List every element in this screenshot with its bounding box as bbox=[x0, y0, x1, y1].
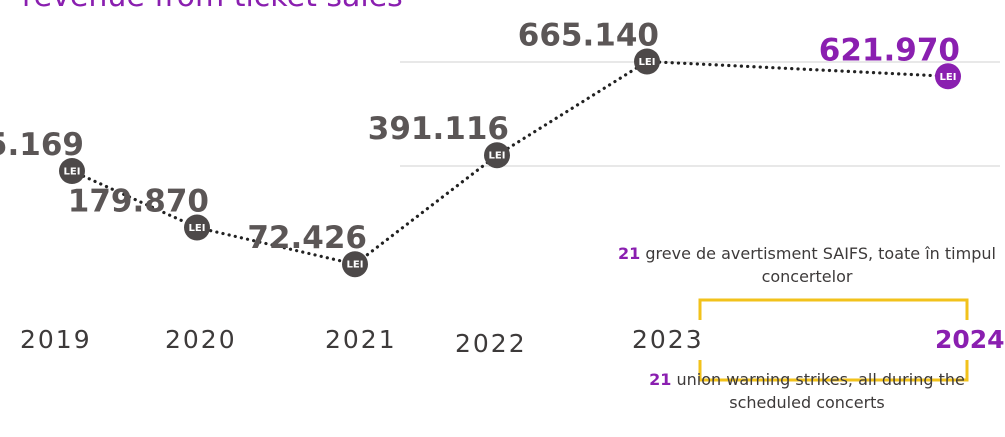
value-label-2020: 179.870 bbox=[68, 184, 209, 220]
marker-badge-2022: LEI bbox=[489, 151, 506, 162]
strikes-count-en: 21 bbox=[649, 370, 672, 389]
marker-2022 bbox=[484, 142, 510, 169]
value-label-2022: 391.116 bbox=[368, 111, 509, 147]
marker-2023 bbox=[634, 48, 660, 75]
year-label-2019: 2019 bbox=[20, 325, 92, 354]
data-marks: LEI 345.169 LEI 179.870 LEI 72.426 LEI 391.116 L… bbox=[0, 18, 961, 278]
marker-2021 bbox=[342, 251, 368, 278]
value-label-2024: 621.970 bbox=[819, 32, 960, 68]
value-label-2023: 665.140 bbox=[518, 18, 659, 54]
marker-badge-2023: LEI bbox=[639, 57, 656, 68]
strikes-text-ro: greve de avertisment SAIFS, toate în tim… bbox=[640, 244, 996, 287]
value-label-2019: 345.169 bbox=[0, 127, 84, 163]
marker-badge-2019: LEI bbox=[64, 167, 81, 178]
marker-badge-2020: LEI bbox=[189, 223, 206, 234]
year-label-2024: 2024 bbox=[935, 325, 1005, 354]
strike-period-bracket bbox=[698, 298, 969, 382]
year-label-2020: 2020 bbox=[165, 325, 237, 354]
strikes-note-romanian: 21 greve de avertisment SAIFS, toate în … bbox=[612, 242, 1002, 288]
marker-2024 bbox=[935, 63, 961, 90]
year-label-2023: 2023 bbox=[632, 325, 704, 354]
marker-badge-2021: LEI bbox=[347, 260, 364, 271]
year-label-2021: 2021 bbox=[325, 325, 397, 354]
value-label-2021: 72.426 bbox=[247, 220, 367, 256]
marker-2019 bbox=[59, 158, 85, 184]
chart-title: revenue from ticket sales bbox=[22, 0, 403, 14]
strikes-text-en: union warning strikes, all during the sc… bbox=[671, 370, 965, 413]
strikes-note-english: 21 union warning strikes, all during the… bbox=[612, 368, 1002, 414]
revenue-series-line bbox=[70, 59, 950, 266]
marker-2020 bbox=[184, 214, 210, 241]
year-label-2022: 2022 bbox=[455, 329, 527, 358]
strikes-count-ro: 21 bbox=[618, 244, 641, 263]
marker-badge-2024: LEI bbox=[940, 72, 957, 83]
year-labels: 2019 2020 2021 2022 2023 2024 bbox=[20, 325, 1005, 358]
